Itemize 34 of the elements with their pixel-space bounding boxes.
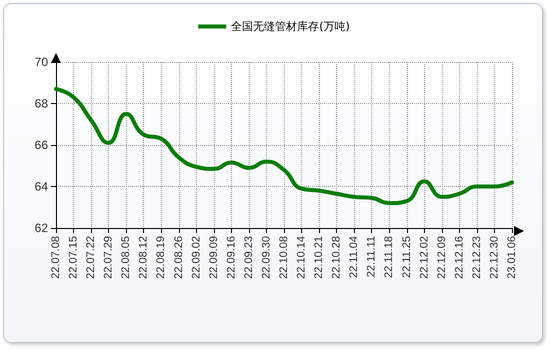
x-tick-label: 22.07.15 — [68, 236, 80, 279]
x-tick-label: 22.11.18 — [383, 236, 396, 278]
legend-label: 全国无缝管材库存(万吨) — [231, 20, 350, 33]
x-tick-label: 22.09.30 — [260, 236, 272, 279]
y-tick-label: 66 — [34, 138, 48, 152]
y-tick-label: 64 — [34, 180, 48, 194]
x-tick-label: 22.12.23 — [470, 236, 483, 279]
x-tick-label: 22.08.19 — [155, 236, 168, 279]
x-tick-label: 22.10.14 — [296, 236, 308, 279]
x-tick-label: 22.08.26 — [172, 236, 185, 279]
x-tick-label: 23.01.06 — [506, 236, 518, 279]
line-series — [54, 86, 514, 206]
x-tick-label: 22.12.16 — [453, 236, 466, 279]
y-tick-label: 62 — [34, 221, 48, 235]
y-tick-label: 68 — [34, 96, 48, 110]
x-tick-label: 22.08.05 — [120, 236, 132, 279]
x-tick-label: 22.09.23 — [242, 236, 255, 279]
x-tick-label: 22.08.12 — [138, 236, 150, 279]
x-tick-label: 22.12.30 — [488, 236, 500, 279]
x-tick-label: 22.10.28 — [330, 236, 343, 279]
x-tick-label: 22.11.11 — [366, 236, 378, 278]
x-tick-label: 22.12.02 — [418, 236, 430, 279]
x-tick-label: 22.07.29 — [102, 236, 115, 279]
x-tick-label: 22.07.08 — [50, 236, 62, 279]
x-tick-label: 22.10.08 — [278, 236, 290, 279]
x-tick-label: 22.07.22 — [85, 236, 98, 279]
y-tick-label: 70 — [34, 55, 48, 69]
x-tick-label: 22.09.09 — [208, 236, 220, 279]
x-tick-label: 22.11.25 — [400, 236, 413, 278]
x-tick-label: 22.09.02 — [190, 236, 202, 279]
x-tick-label: 22.10.21 — [313, 236, 326, 279]
x-tick-label: 22.12.09 — [436, 236, 448, 279]
x-tick-label: 22.11.04 — [348, 236, 360, 278]
x-tick-label: 22.09.16 — [225, 236, 238, 279]
